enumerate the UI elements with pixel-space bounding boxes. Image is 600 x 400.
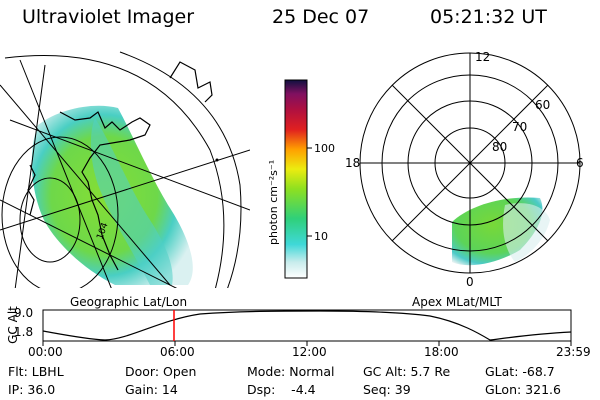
colorbar-tick-10: 10 — [314, 230, 328, 243]
strip-xtick-1800: 18:00 — [424, 345, 459, 359]
strip-ytick-min: 1.8 — [14, 325, 34, 339]
strip-xtick-0600: 06:00 — [160, 345, 195, 359]
mlt-label-18: 18 — [345, 156, 360, 170]
geographic-label: Geographic Lat/Lon — [70, 295, 188, 309]
mlat-label-80: 80 — [492, 140, 507, 154]
polar-plot — [359, 52, 581, 274]
info-glat: GLat: -68.7 — [485, 364, 555, 379]
info-ip: IP: 36.0 — [8, 382, 56, 397]
info-dsp: Dsp: -4.4 — [247, 382, 316, 397]
instrument-title: Ultraviolet Imager — [22, 6, 195, 28]
observation-date: 25 Dec 07 — [272, 6, 370, 28]
apex-label: Apex MLat/MLT — [412, 295, 502, 309]
strip-xtick-1200: 12:00 — [292, 345, 327, 359]
strip-xtick-0000: 00:00 — [28, 345, 63, 359]
color-bar — [284, 79, 308, 279]
altitude-curve — [42, 310, 572, 341]
strip-xtick-2359: 23:59 — [556, 345, 591, 359]
geographic-map — [0, 51, 250, 288]
strip-ytick-max: 9.0 — [14, 306, 34, 320]
colorbar-label: photon cm⁻²s⁻¹ — [267, 160, 280, 245]
mlat-label-70: 70 — [512, 120, 527, 134]
mlat-label-60: 60 — [535, 98, 550, 112]
info-seq: Seq: 39 — [363, 382, 411, 397]
observation-time: 05:21:32 UT — [430, 6, 547, 28]
info-door: Door: Open — [125, 364, 197, 379]
info-flt: Flt: LBHL — [8, 364, 64, 379]
info-mode: Mode: Normal — [247, 364, 335, 379]
info-gc-alt: GC Alt: 5.7 Re — [363, 364, 451, 379]
altitude-strip — [42, 309, 572, 346]
colorbar-tick-100: 100 — [314, 142, 335, 155]
mlt-label-12: 12 — [475, 50, 490, 64]
info-gain: Gain: 14 — [125, 382, 178, 397]
mlt-label-6: 6 — [576, 156, 584, 170]
info-glon: GLon: 321.6 — [485, 382, 561, 397]
mlt-label-0: 0 — [466, 275, 474, 289]
